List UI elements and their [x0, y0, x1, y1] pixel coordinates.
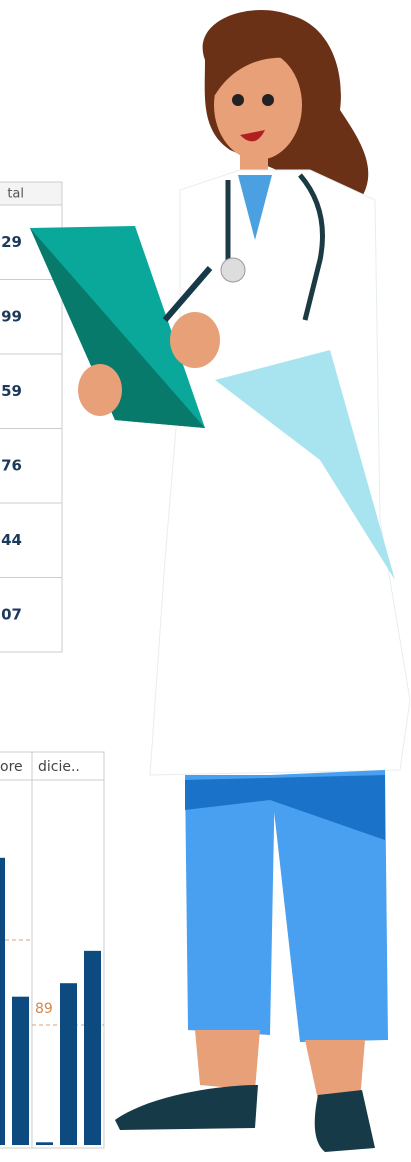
column-header: ore [0, 759, 23, 775]
table-cell: 59 [1, 382, 22, 400]
table-cell: 76 [1, 456, 22, 474]
table-cell: 44 [1, 531, 22, 549]
scene: tal 29 99 59 76 44 307 ore dicie.. 89 [0, 0, 411, 1158]
bar [0, 858, 5, 1145]
bar [12, 997, 29, 1145]
chart: ore dicie.. 89 [0, 752, 104, 1148]
bar [84, 951, 101, 1145]
page: {"table": {"header": "tal", "rows": ["29… [0, 0, 411, 1158]
table-cell: 307 [0, 605, 22, 623]
bar [60, 983, 77, 1145]
reference-label: 89 [35, 1001, 53, 1017]
table-cell: 99 [1, 307, 22, 325]
table-cell: 29 [1, 233, 22, 251]
bar [36, 1142, 53, 1145]
table-header: tal [7, 187, 24, 202]
column-header: dicie.. [38, 759, 80, 775]
